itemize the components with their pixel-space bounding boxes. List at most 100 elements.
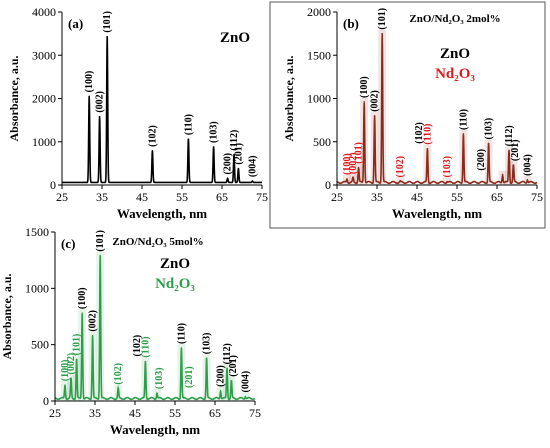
x-tick-label: 55 (451, 190, 463, 204)
peak-annotation: (100) (84, 71, 95, 93)
peak-point (70, 377, 72, 380)
peak-point (156, 392, 158, 394)
peak-point (426, 147, 429, 150)
y-tick-label: 0 (50, 178, 56, 192)
y-tick-label: 1000 (307, 92, 331, 106)
y-axis-label: Absorbance, a.u. (282, 55, 296, 141)
x-tick-label: 75 (256, 190, 268, 204)
panel-title: ZnO/Nd₂O₃ 5mol% (112, 236, 203, 248)
x-tick-label: 25 (331, 190, 343, 204)
legend-entry: ZnO (220, 30, 250, 46)
x-tick-label: 55 (169, 406, 181, 420)
peak-point (363, 101, 366, 103)
spectrum-line (336, 34, 538, 185)
y-tick-label: 0 (325, 178, 331, 192)
peak-annotation: (101) (377, 8, 388, 30)
chart-panel-1: 25 35 45 55 65 75 0 1000 2000 3000 4000 Wavelength,… (7, 5, 268, 221)
x-tick-label: 25 (49, 406, 61, 420)
peak-point (357, 166, 360, 169)
x-axis-label: Wavelength, nm (117, 206, 207, 221)
peak-annotation: (201) (510, 139, 521, 161)
peak-annotation: (201) (228, 355, 239, 377)
y-tick-label: 3000 (32, 48, 56, 62)
peak-point (399, 180, 402, 183)
peak-annotation: (102) (395, 156, 406, 178)
peak-point (446, 180, 448, 183)
y-axis-label: Absorbance, a.u. (7, 55, 21, 141)
peak-point (462, 133, 465, 135)
peak-annotation: (101) (102, 11, 113, 33)
peak-point (373, 115, 376, 117)
peak-point (487, 142, 490, 145)
panel-label: (c) (61, 236, 75, 251)
x-tick-label: 75 (249, 406, 261, 420)
peak-point (98, 115, 101, 118)
peak-annotation: (002) (88, 310, 99, 332)
legend-entry: ZnO (440, 46, 470, 62)
y-tick-label: 2000 (32, 92, 56, 106)
peak-point (99, 254, 101, 257)
peak-point (233, 153, 235, 156)
peak-annotation: (103) (209, 121, 220, 143)
panel-title: ZnO/Nd₂O₃ 2mol% (409, 13, 500, 25)
peak-point (81, 312, 83, 314)
peak-annotation: (101) (354, 142, 365, 164)
peak-point (144, 360, 147, 363)
peak-point (226, 367, 228, 370)
x-axis-label: Wavelength, nm (392, 206, 482, 221)
peak-point (501, 173, 504, 176)
panel-label: (b) (343, 16, 359, 31)
x-tick-label: 55 (176, 190, 188, 204)
peak-annotation: (112) (222, 343, 233, 364)
x-tick-label: 35 (89, 406, 101, 420)
peak-point (226, 177, 229, 180)
peak-annotation: (100) (359, 76, 370, 98)
peak-annotation: (103) (202, 333, 213, 355)
peak-annotation: (102) (113, 363, 124, 385)
peak-point (117, 387, 119, 390)
peak-annotation: (110) (176, 323, 187, 344)
peak-point (187, 138, 190, 140)
peak-annotation: (110) (422, 124, 433, 145)
peak-point (205, 357, 208, 359)
y-axis-label: Absorbance, a.u. (0, 273, 14, 359)
peak-annotation: (004) (240, 371, 251, 393)
peak-annotation: (200) (216, 365, 227, 387)
x-tick-label: 75 (531, 190, 543, 204)
peak-point (352, 177, 354, 179)
peak-annotation: (004) (247, 155, 258, 177)
y-tick-label: 1000 (25, 281, 49, 295)
y-tick-label: 4000 (32, 5, 56, 19)
peak-point (75, 358, 78, 361)
x-tick-label: 45 (129, 406, 141, 420)
legend-entry: Nd₂O₃ (155, 276, 195, 292)
peak-point (180, 347, 183, 349)
x-tick-label: 65 (216, 190, 228, 204)
x-tick-label: 65 (209, 406, 221, 420)
peak-annotation: (112) (504, 125, 515, 146)
peak-point (230, 379, 233, 382)
peak-annotation: (102) (414, 122, 425, 144)
peak-point (64, 384, 66, 387)
peak-annotation: (201) (233, 143, 244, 165)
peak-point (237, 167, 240, 170)
peak-point (212, 146, 215, 148)
x-tick-label: 35 (96, 190, 108, 204)
peak-annotation: (103) (154, 367, 165, 389)
peak-annotation: (002) (370, 90, 381, 112)
peak-annotation: (100) (342, 153, 353, 175)
chart-panel-3: 25 35 45 55 65 75 0 500 1000 1500 Wavelength, nm Ab… (0, 225, 261, 437)
y-tick-label: 2000 (307, 5, 331, 19)
legend-entry: Nd₂O₃ (435, 66, 475, 82)
peak-point (251, 180, 254, 182)
peak-annotation: (102) (147, 125, 158, 147)
peak-point (88, 95, 90, 98)
peak-annotation: (110) (140, 336, 151, 357)
y-tick-label: 0 (43, 394, 49, 408)
peak-annotation: (002) (66, 353, 77, 375)
y-tick-label: 1500 (25, 225, 49, 239)
peak-annotation: (112) (229, 130, 240, 151)
x-tick-label: 45 (411, 190, 423, 204)
chart-panel-2: 25 35 45 55 65 75 0 500 1000 1500 2000 Wavelength, … (269, 1, 546, 229)
peak-point (381, 32, 384, 35)
